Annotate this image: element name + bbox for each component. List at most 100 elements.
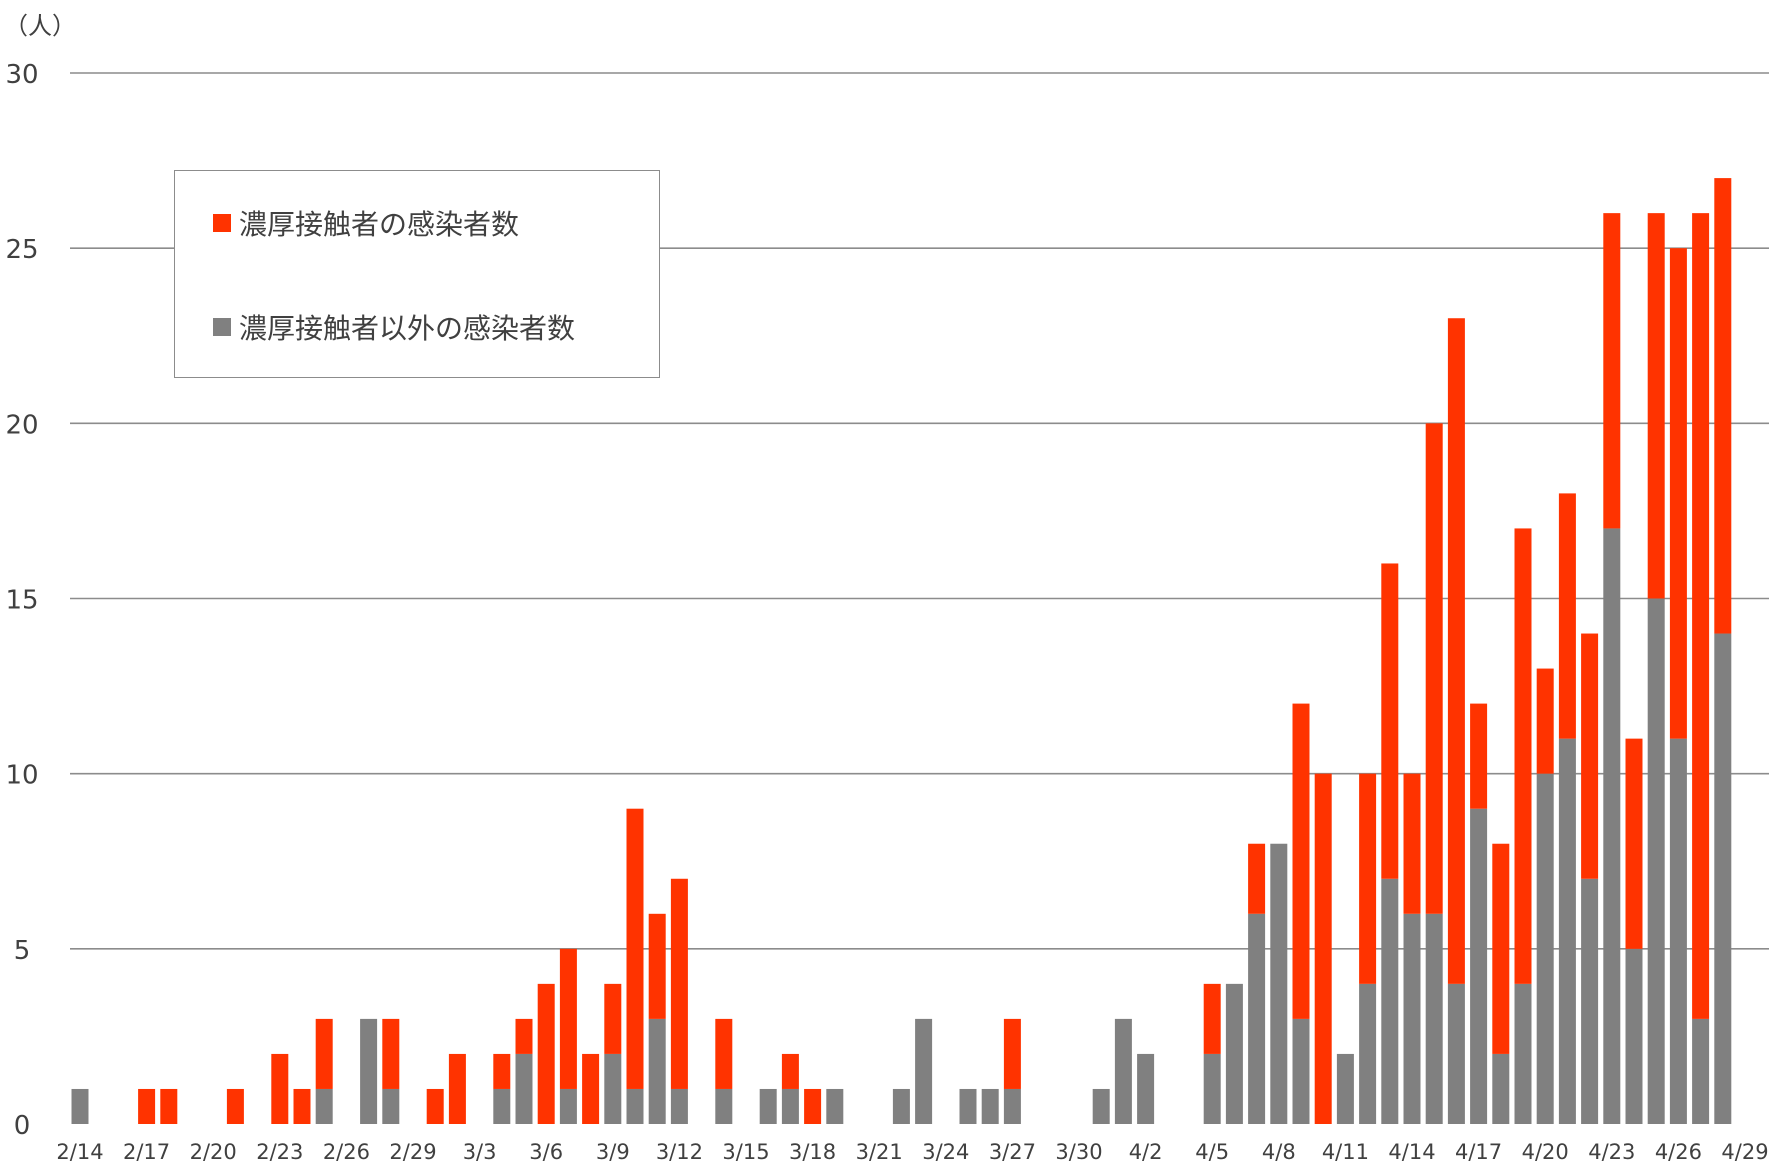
bar-segment-close-contacts bbox=[1647, 213, 1665, 599]
bar-segment-non-close-contacts bbox=[1536, 773, 1554, 1124]
bar-segment-non-close-contacts bbox=[1625, 948, 1643, 1124]
x-tick-label: 4/2 bbox=[1129, 1140, 1163, 1164]
legend-label-non-close-contacts: 濃厚接触者以外の感染者数 bbox=[239, 312, 576, 345]
bar-segment-non-close-contacts bbox=[1203, 1053, 1221, 1124]
bar-segment-close-contacts bbox=[271, 1053, 289, 1124]
bar-segment-non-close-contacts bbox=[826, 1088, 844, 1124]
y-tick-label: 0 bbox=[14, 1111, 31, 1141]
bar-segment-non-close-contacts bbox=[1292, 1018, 1310, 1124]
x-tick-label: 2/23 bbox=[256, 1140, 303, 1164]
bar-segment-non-close-contacts bbox=[71, 1088, 89, 1124]
legend-swatch-non-close-contacts bbox=[213, 318, 231, 336]
bar-segment-close-contacts bbox=[1470, 703, 1488, 809]
bar-segment-non-close-contacts bbox=[1447, 983, 1465, 1124]
legend-item-close-contacts: 濃厚接触者の感染者数 bbox=[213, 203, 519, 243]
bar-segment-non-close-contacts bbox=[626, 1088, 644, 1124]
bar-segment-non-close-contacts bbox=[1137, 1053, 1155, 1124]
bar-segment-close-contacts bbox=[1403, 773, 1421, 914]
bar-segment-non-close-contacts bbox=[559, 1088, 577, 1124]
bar-segment-non-close-contacts bbox=[1558, 738, 1576, 1124]
bar-segment-non-close-contacts bbox=[1270, 843, 1288, 1124]
bar-segment-close-contacts bbox=[1447, 318, 1465, 984]
bar-segment-close-contacts bbox=[138, 1088, 156, 1124]
x-tick-label: 4/8 bbox=[1262, 1140, 1296, 1164]
x-tick-label: 3/9 bbox=[596, 1140, 630, 1164]
bar-segment-non-close-contacts bbox=[1514, 983, 1532, 1124]
bar-segment-close-contacts bbox=[804, 1088, 822, 1124]
bar-segment-non-close-contacts bbox=[360, 1018, 378, 1124]
bar-segment-non-close-contacts bbox=[1581, 878, 1599, 1124]
bar-segment-close-contacts bbox=[626, 808, 644, 1089]
bar-segment-close-contacts bbox=[515, 1018, 533, 1054]
bar-segment-non-close-contacts bbox=[781, 1088, 799, 1124]
bar-segment-non-close-contacts bbox=[315, 1088, 333, 1124]
bar-segment-non-close-contacts bbox=[892, 1088, 910, 1124]
bar-segment-close-contacts bbox=[1381, 563, 1399, 879]
bar-segment-close-contacts bbox=[1625, 738, 1643, 949]
bar-segment-non-close-contacts bbox=[1381, 878, 1399, 1124]
bar-segment-close-contacts bbox=[1514, 528, 1532, 984]
x-tick-label: 3/27 bbox=[989, 1140, 1036, 1164]
legend-swatch-close-contacts bbox=[213, 214, 231, 232]
bar-segment-non-close-contacts bbox=[382, 1088, 400, 1124]
grid-lines bbox=[70, 72, 1769, 950]
bar-segment-close-contacts bbox=[1714, 178, 1732, 634]
bar-segment-non-close-contacts bbox=[1003, 1088, 1021, 1124]
bar-segment-close-contacts bbox=[537, 983, 555, 1124]
x-tick-label: 4/20 bbox=[1522, 1140, 1569, 1164]
bar-segment-close-contacts bbox=[1292, 703, 1310, 1019]
bar-segment-non-close-contacts bbox=[493, 1088, 511, 1124]
legend: 濃厚接触者の感染者数 濃厚接触者以外の感染者数 bbox=[174, 170, 660, 378]
bar-segment-non-close-contacts bbox=[1336, 1053, 1354, 1124]
x-tick-label: 4/26 bbox=[1655, 1140, 1702, 1164]
x-tick-labels: 2/14 2/17 2/20 2/23 2/26 2/29 3/3 3/6 3/9 3/12 3/1… bbox=[56, 1140, 1768, 1164]
bar-segment-close-contacts bbox=[1248, 843, 1266, 914]
bar-segment-non-close-contacts bbox=[1092, 1088, 1110, 1124]
bar-segment-non-close-contacts bbox=[915, 1018, 933, 1124]
y-tick-label: 10 bbox=[5, 761, 38, 791]
bar-segment-close-contacts bbox=[493, 1053, 511, 1089]
bar-segment-close-contacts bbox=[1692, 213, 1710, 1019]
y-tick-label: 20 bbox=[5, 410, 38, 440]
x-tick-label: 3/18 bbox=[789, 1140, 836, 1164]
bar-segment-non-close-contacts bbox=[1425, 913, 1443, 1124]
y-tick-label: 15 bbox=[5, 586, 38, 616]
bar-segment-close-contacts bbox=[1314, 773, 1332, 1124]
bar-segment-non-close-contacts bbox=[959, 1088, 977, 1124]
x-tick-label: 3/30 bbox=[1055, 1140, 1102, 1164]
bar-segment-close-contacts bbox=[226, 1088, 244, 1124]
bar-segment-non-close-contacts bbox=[1669, 738, 1687, 1124]
bar-segment-close-contacts bbox=[293, 1088, 311, 1124]
bar-segment-non-close-contacts bbox=[1470, 808, 1488, 1124]
legend-item-non-close-contacts: 濃厚接触者以外の感染者数 bbox=[213, 307, 575, 347]
bar-segment-non-close-contacts bbox=[715, 1088, 733, 1124]
y-tick-label: 5 bbox=[14, 936, 31, 966]
bar-segment-close-contacts bbox=[648, 913, 666, 1019]
x-tick-label: 3/6 bbox=[529, 1140, 563, 1164]
bar-segment-close-contacts bbox=[426, 1088, 444, 1124]
bar-segment-non-close-contacts bbox=[648, 1018, 666, 1124]
bars bbox=[71, 178, 1732, 1124]
bar-segment-non-close-contacts bbox=[759, 1088, 777, 1124]
legend-label-close-contacts: 濃厚接触者の感染者数 bbox=[239, 208, 520, 241]
bar-segment-close-contacts bbox=[1492, 843, 1510, 1054]
y-tick-label: 25 bbox=[5, 235, 38, 265]
bar-segment-close-contacts bbox=[160, 1088, 178, 1124]
y-axis-unit-label: （人） bbox=[4, 12, 76, 40]
bar-segment-close-contacts bbox=[670, 878, 688, 1089]
bar-segment-non-close-contacts bbox=[1114, 1018, 1132, 1124]
x-tick-label: 4/14 bbox=[1388, 1140, 1435, 1164]
x-tick-label: 3/3 bbox=[463, 1140, 497, 1164]
bar-segment-close-contacts bbox=[1536, 668, 1554, 774]
bar-segment-close-contacts bbox=[1558, 493, 1576, 739]
bar-segment-close-contacts bbox=[1003, 1018, 1021, 1089]
x-tick-label: 3/24 bbox=[922, 1140, 969, 1164]
y-tick-label: 30 bbox=[5, 60, 38, 90]
bar-segment-close-contacts bbox=[781, 1053, 799, 1089]
bar-segment-non-close-contacts bbox=[1692, 1018, 1710, 1124]
bar-segment-close-contacts bbox=[382, 1018, 400, 1089]
bar-segment-non-close-contacts bbox=[981, 1088, 999, 1124]
bar-segment-close-contacts bbox=[559, 948, 577, 1089]
bar-segment-close-contacts bbox=[448, 1053, 466, 1124]
x-tick-label: 3/21 bbox=[856, 1140, 903, 1164]
